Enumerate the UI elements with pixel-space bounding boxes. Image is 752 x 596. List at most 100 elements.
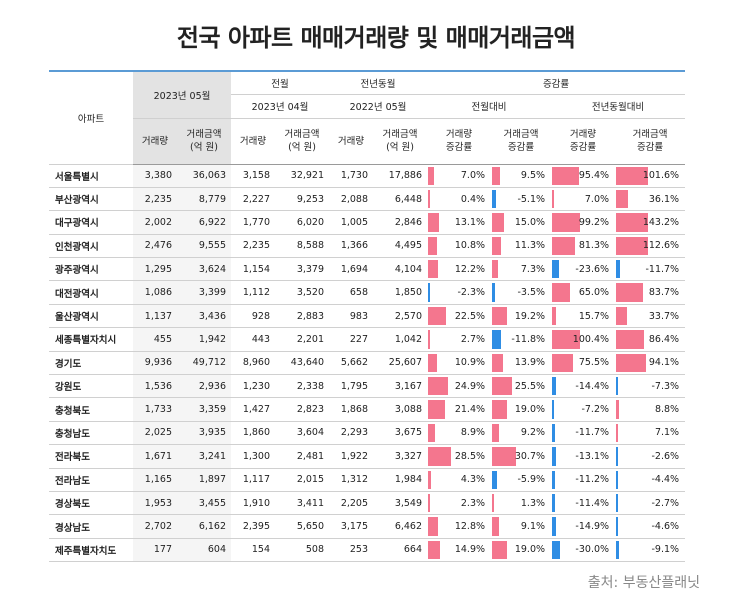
change-value: 83.7% — [648, 287, 680, 299]
change-value: 75.5% — [578, 357, 610, 369]
value-cell: 1,671 — [133, 444, 177, 469]
change-value: 81.3% — [578, 240, 610, 252]
value-cell: 1,868 — [329, 397, 374, 422]
increase-bar — [428, 540, 440, 560]
change-value: -14.4% — [575, 380, 610, 392]
value-cell: 36,063 — [177, 164, 232, 188]
change-cell: -14.9% — [551, 514, 616, 539]
table-row: 경상북도 1,953 3,455 1,910 3,411 2,205 3,549 2.3% 1.… — [49, 491, 686, 516]
change-value: -14.9% — [575, 521, 610, 533]
value-cell: 6,462 — [373, 514, 428, 539]
value-cell: 2,936 — [177, 374, 232, 399]
value-cell: 1,137 — [133, 304, 177, 329]
change-value: 15.0% — [514, 216, 546, 228]
change-value: 8.8% — [654, 404, 680, 416]
value-cell: 5,650 — [275, 514, 330, 539]
change-cell: -13.1% — [551, 444, 616, 469]
change-value: -5.1% — [517, 193, 546, 205]
change-value: 7.1% — [654, 427, 680, 439]
value-cell: 2,476 — [133, 234, 177, 259]
amount-header: 거래금액 (억 원) — [373, 118, 428, 165]
value-cell: 1,230 — [231, 374, 276, 399]
change-cell: 7.0% — [427, 164, 492, 188]
table-row: 전라북도 1,671 3,241 1,300 2,481 1,922 3,327 28.5% 3… — [49, 444, 686, 469]
value-cell: 1,733 — [133, 397, 177, 422]
increase-bar — [616, 330, 644, 349]
change-cell: 100.4% — [551, 327, 616, 352]
value-cell: 2,025 — [133, 421, 177, 446]
value-cell: 49,712 — [177, 351, 232, 376]
change-value: -11.8% — [511, 333, 546, 345]
value-cell: 3,520 — [275, 280, 330, 305]
value-cell: 983 — [329, 304, 374, 329]
value-cell: 1,770 — [231, 210, 276, 235]
increase-bar — [492, 517, 500, 536]
value-cell: 443 — [231, 327, 276, 352]
decrease-bar — [552, 400, 555, 419]
region-cell: 경상북도 — [49, 491, 133, 516]
change-value: 9.1% — [520, 521, 546, 533]
prev-year-group-header: 전년동월 — [329, 71, 428, 95]
value-cell: 1,427 — [231, 397, 276, 422]
table-row: 충청남도 2,025 3,935 1,860 3,604 2,293 3,675 8.9% 9.… — [49, 421, 686, 446]
value-cell: 664 — [373, 538, 428, 563]
increase-bar — [428, 470, 432, 489]
change-value: -2.6% — [651, 450, 680, 462]
increase-bar — [552, 213, 580, 232]
decrease-bar — [616, 493, 618, 513]
value-cell: 43,640 — [275, 351, 330, 376]
decrease-bar — [552, 493, 556, 513]
change-value: -23.6% — [575, 263, 610, 275]
change-cell: 10.8% — [427, 234, 492, 259]
table-row: 충청북도 1,733 3,359 1,427 2,823 1,868 3,088 21.4% 1… — [49, 397, 686, 422]
change-cell: 75.5% — [551, 351, 616, 376]
value-cell: 1,795 — [329, 374, 374, 399]
change-cell: 21.4% — [427, 397, 492, 422]
amount-change-header: 거래금액 증감률 — [615, 118, 686, 165]
value-cell: 25,607 — [373, 351, 428, 376]
change-cell: 9.5% — [491, 164, 552, 188]
value-cell: 177 — [133, 538, 177, 563]
increase-bar — [616, 306, 627, 326]
change-cell: 11.3% — [491, 234, 552, 259]
change-cell: -11.4% — [551, 491, 616, 516]
change-cell: 95.4% — [551, 164, 616, 188]
increase-bar — [428, 189, 430, 209]
value-cell: 2,235 — [231, 234, 276, 259]
table-row: 제주특별자치도 177 604 154 508 253 664 14.9% 19.0% -30.0… — [49, 538, 686, 563]
change-cell: 99.2% — [551, 210, 616, 235]
value-cell: 1,005 — [329, 210, 374, 235]
region-cell: 울산광역시 — [49, 304, 133, 329]
value-cell: 3,158 — [231, 164, 276, 188]
change-vs-month-header: 전월대비 — [427, 94, 552, 119]
increase-bar — [616, 189, 628, 209]
value-cell: 3,175 — [329, 514, 374, 539]
change-cell: 13.1% — [427, 210, 492, 235]
change-value: 99.2% — [578, 216, 610, 228]
change-value: 101.6% — [642, 170, 680, 182]
value-cell: 1,922 — [329, 444, 374, 469]
change-cell: 24.9% — [427, 374, 492, 399]
change-cell: 94.1% — [615, 351, 686, 376]
value-cell: 6,020 — [275, 210, 330, 235]
increase-bar — [552, 353, 574, 373]
change-cell: 0.4% — [427, 187, 492, 212]
value-cell: 4,104 — [373, 257, 428, 282]
change-cell: 65.0% — [551, 280, 616, 305]
change-cell: 12.2% — [427, 257, 492, 282]
decrease-bar — [552, 517, 557, 536]
region-cell: 충청북도 — [49, 397, 133, 422]
change-value: 21.4% — [454, 404, 486, 416]
change-cell: -9.1% — [615, 538, 686, 563]
region-cell: 대전광역시 — [49, 280, 133, 305]
increase-bar — [492, 493, 494, 513]
value-cell: 1,366 — [329, 234, 374, 259]
decrease-bar — [552, 540, 561, 560]
value-cell: 3,549 — [373, 491, 428, 516]
increase-bar — [428, 330, 431, 349]
value-cell: 3,624 — [177, 257, 232, 282]
value-cell: 3,359 — [177, 397, 232, 422]
change-value: 0.4% — [460, 193, 486, 205]
increase-bar — [428, 493, 430, 513]
region-cell: 경상남도 — [49, 514, 133, 539]
